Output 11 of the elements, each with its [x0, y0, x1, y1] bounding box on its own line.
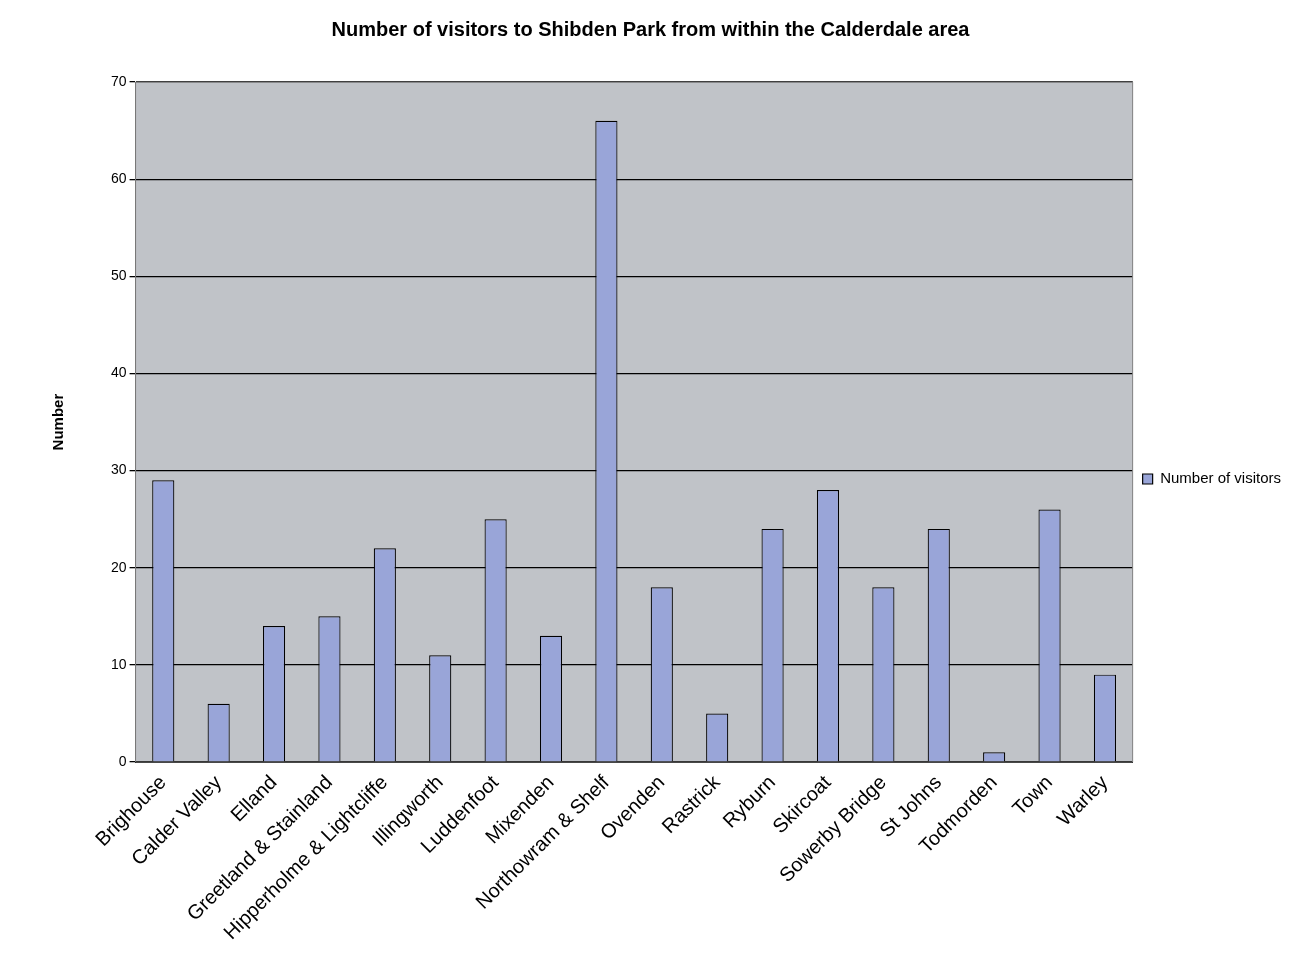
legend-label: Number of visitors — [1160, 469, 1282, 487]
y-tick-label: 60 — [110, 170, 127, 187]
y-tick-label: 40 — [110, 364, 127, 381]
chart-title: Number of visitors to Shibden Park from within the Calderdale area — [331, 17, 971, 40]
y-tick-label: 20 — [110, 558, 127, 575]
y-tick-label: 0 — [118, 752, 127, 769]
y-tick-label: 70 — [110, 72, 127, 89]
y-axis-title: Number — [49, 393, 67, 451]
y-tick-label: 50 — [110, 267, 127, 284]
y-tick-label: 10 — [110, 655, 127, 672]
y-tick-label: 30 — [110, 461, 127, 478]
